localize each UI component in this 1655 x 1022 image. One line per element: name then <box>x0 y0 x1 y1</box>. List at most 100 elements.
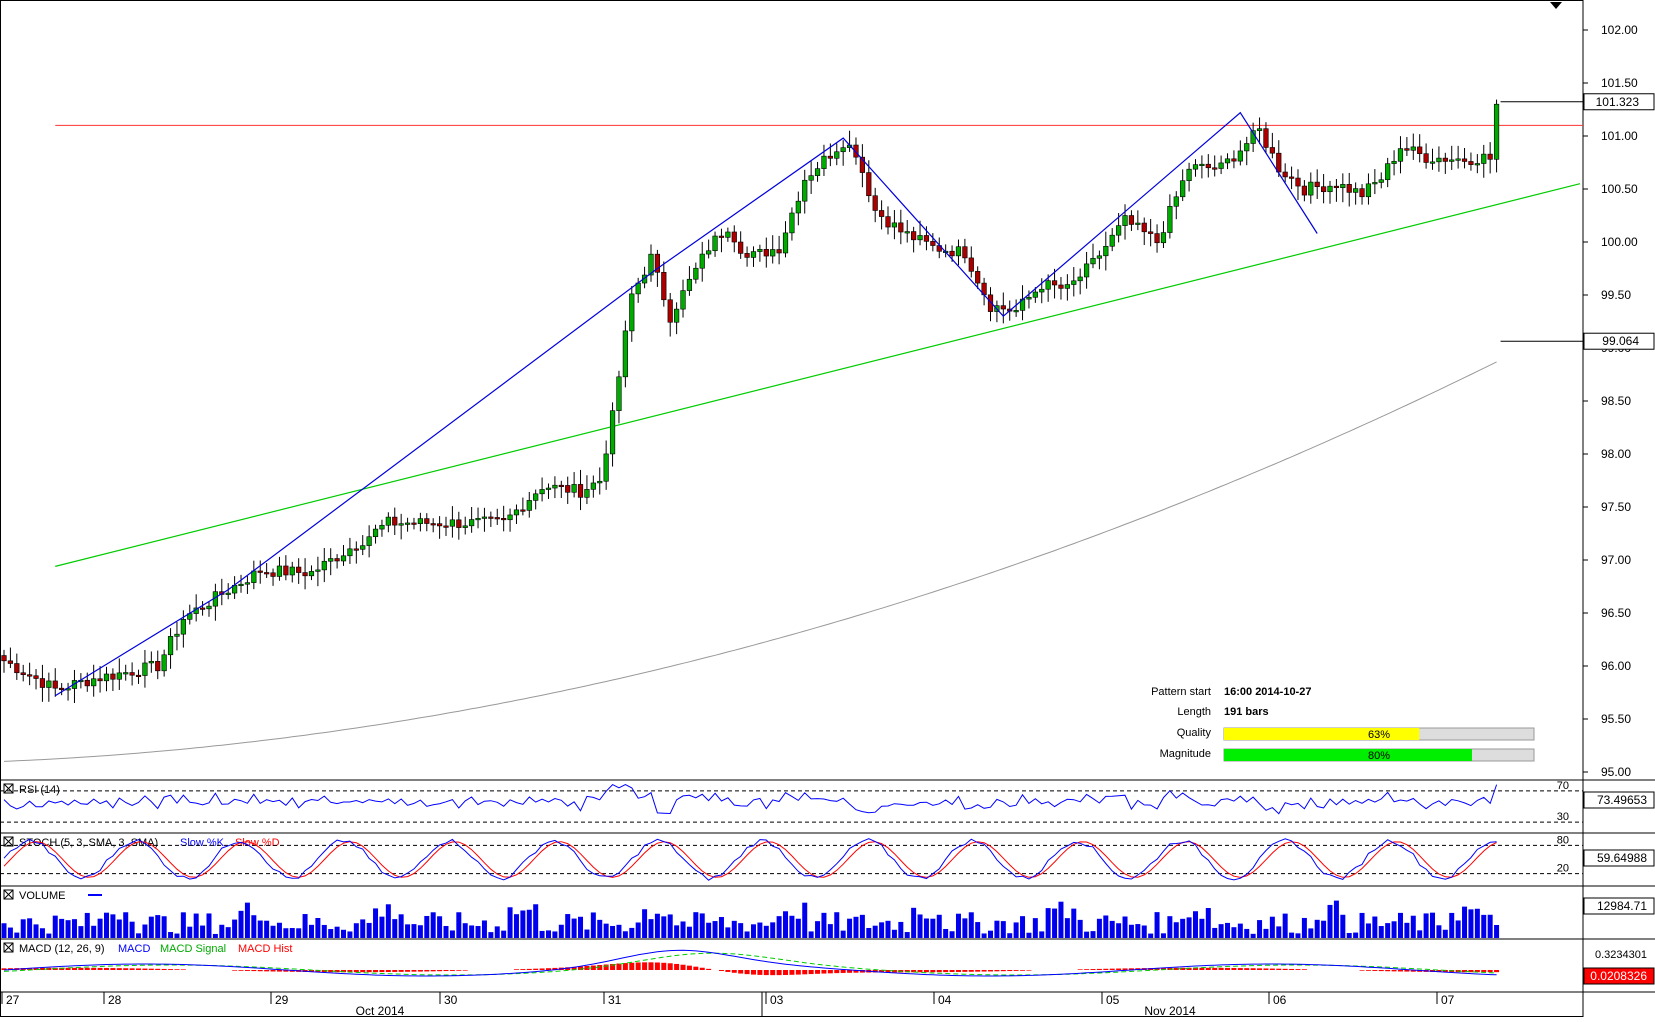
volume-bar <box>65 920 71 938</box>
candle-body <box>590 482 596 490</box>
volume-bar <box>411 924 417 938</box>
macd-label: MACD (12, 26, 9) <box>19 943 105 955</box>
candle-body <box>1288 176 1295 179</box>
macd-hist-bar <box>968 970 974 972</box>
volume-bar <box>424 915 430 938</box>
candle-body <box>372 528 379 538</box>
candle-body <box>1077 276 1083 282</box>
volume-bar <box>808 931 814 938</box>
volume-bar <box>988 930 994 938</box>
volume-bar <box>975 922 981 938</box>
candle-body <box>795 200 801 214</box>
macd-hist-bar <box>584 966 590 970</box>
volume-bar <box>622 931 628 938</box>
volume-bar <box>1148 933 1154 938</box>
volume-bar <box>507 907 513 938</box>
candle-body <box>1167 206 1173 233</box>
volume-label: VOLUME <box>19 890 65 902</box>
volume-bar <box>770 922 776 938</box>
candle-body <box>1397 148 1404 162</box>
candle-body <box>430 523 436 526</box>
volume-bar <box>757 922 763 938</box>
volume-bar <box>59 918 65 938</box>
candle-body <box>782 232 789 254</box>
volume-bar <box>469 925 475 938</box>
candle-body <box>539 489 545 495</box>
macd-hist-bar <box>1212 967 1218 970</box>
volume-bar <box>552 931 558 938</box>
y-tick-label: 98.50 <box>1601 394 1631 408</box>
candle-body <box>584 489 590 498</box>
y-tick-label: 97.50 <box>1601 500 1631 514</box>
ma-value-label-box <box>1583 332 1655 350</box>
volume-bar <box>661 916 667 938</box>
scroll-marker <box>1550 2 1562 9</box>
volume-bar <box>533 904 539 938</box>
macd-hist-bar <box>1109 968 1115 970</box>
macd-hist-bar <box>161 968 167 970</box>
macd-hist-bar <box>911 970 917 973</box>
candle-body <box>97 678 103 682</box>
candle-body <box>302 572 308 577</box>
macd-hist-bar <box>904 970 910 973</box>
volume-bar <box>475 926 481 938</box>
volume-bar <box>225 927 231 938</box>
macd-hist-label: MACD Hist <box>238 943 292 955</box>
candle-body <box>7 660 14 664</box>
volume-bar <box>1468 909 1474 938</box>
candle-body <box>225 592 231 595</box>
macd-hist-bar <box>789 970 795 975</box>
volume-bar <box>405 924 411 938</box>
volume-bar <box>379 916 385 938</box>
macd-hist-bar <box>443 970 449 972</box>
volume-bar <box>168 932 174 938</box>
volume-bar <box>488 932 494 938</box>
rsi-label: RSI (14) <box>19 784 60 796</box>
candle-body <box>661 271 667 301</box>
volume-bar <box>763 925 769 938</box>
candle-body <box>1135 222 1141 225</box>
candle-body <box>872 195 878 211</box>
macd-hist-bar <box>565 967 571 970</box>
macd-hist-bar <box>437 970 443 972</box>
macd-hist-bar <box>635 962 641 970</box>
volume-value-box <box>1583 897 1655 915</box>
candle-body <box>1013 310 1019 313</box>
volume-bar <box>962 918 968 938</box>
macd-hist-bar <box>1372 970 1378 971</box>
volume-bar <box>1237 923 1243 938</box>
volume-bar <box>1423 913 1429 938</box>
volume-bar <box>110 914 116 938</box>
day-label: 29 <box>275 993 289 1007</box>
candle-body <box>155 660 161 672</box>
candle-body <box>1276 152 1282 173</box>
candle-body <box>1417 146 1423 154</box>
candle-body <box>718 235 725 238</box>
stoch-k-label: Slow %K <box>180 837 225 849</box>
candle-body <box>1212 167 1218 170</box>
volume-bar <box>1218 924 1224 938</box>
volume-bar <box>603 923 609 938</box>
candle-body <box>84 679 90 687</box>
candle-body <box>1026 296 1032 300</box>
volume-bar <box>462 923 468 938</box>
macd-hist-bar <box>1404 970 1410 972</box>
candle-body <box>1256 128 1263 131</box>
volume-bar <box>360 919 366 938</box>
volume-bar <box>738 923 744 938</box>
candle-body <box>1404 148 1410 151</box>
macd-hist-bar <box>885 970 891 973</box>
candle-body <box>597 480 603 484</box>
candle-body <box>1461 158 1468 162</box>
stoch-value-box <box>1583 849 1655 867</box>
volume-bar <box>1000 921 1006 938</box>
volume-bar <box>936 914 942 938</box>
volume-bar <box>1141 925 1147 938</box>
volume-bar <box>78 926 84 938</box>
macd-hist-bar <box>622 963 628 970</box>
macd-hist-bar <box>379 970 385 973</box>
stoch-toggle-x <box>3 836 14 847</box>
macd-hist-bar <box>238 970 244 971</box>
candle-body <box>1429 161 1436 164</box>
